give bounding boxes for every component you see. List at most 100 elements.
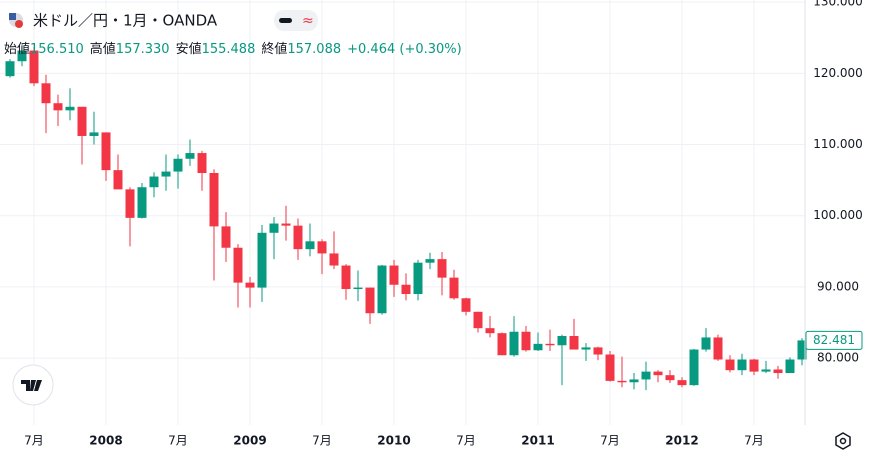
candle-body [317,241,327,254]
candle-body [605,354,615,381]
logo-mark [21,380,42,391]
settings-icon[interactable] [835,432,851,450]
last-price-label: 82.481 [813,333,855,347]
candle-body [569,336,579,350]
flag-icon [15,20,23,28]
ohlc-value: 157.088 [287,42,341,57]
candle-body [725,359,735,371]
candle-body [245,282,255,288]
candle-body [269,223,279,233]
candle-body [737,359,747,371]
settings-gear [839,437,847,445]
candle-body [677,380,687,386]
x-tick-label: 7月 [168,434,188,448]
compare-icon [279,18,292,23]
symbol-header: 米ドル／円・1月・OANDA ≈ 始値156.510 高値157.330 安値155… [4,10,462,57]
symbol-title[interactable]: 米ドル／円・1月・OANDA [33,12,218,30]
candle-body [713,337,723,360]
candle-body [641,371,651,380]
flag-icon [9,13,16,20]
candle-body [689,349,699,386]
candle-body [461,298,471,312]
candle-body [77,106,87,136]
ohlc-label: 始値 [4,41,30,57]
x-tick-label: 7月 [744,434,764,448]
candle-body [665,375,675,381]
candle-body [341,265,351,290]
candle-body [749,359,759,372]
candle-body [497,333,507,356]
candle-body [617,380,627,383]
candle-body [545,343,555,346]
candle-body [29,50,39,84]
ohlc-value: 156.510 [30,42,84,57]
candle-body [65,106,75,111]
candles [5,44,807,391]
candle-body [113,170,123,190]
candle-body [101,132,111,171]
logo[interactable] [12,364,54,406]
candle-body [197,153,207,173]
candle-body [377,265,387,314]
y-tick-label: 110.000 [813,137,863,151]
x-tick-label: 2012 [665,434,698,448]
candle-body [353,287,363,290]
candle-body [629,379,639,383]
candle-body [53,103,63,111]
candle-body [485,328,495,334]
candle-body [509,331,519,356]
x-tick-label: 7月 [312,434,332,448]
candle-body [305,241,315,250]
compare-icon: ≈ [302,13,314,29]
candle-body [413,262,423,295]
settings-gear [835,432,851,450]
ohlc-label: 安値 [176,41,202,57]
ohlc-label: 終値 [261,41,287,57]
change-value: +0.464 (+0.30%) [347,42,462,57]
candle-body [701,337,711,350]
candle-body [329,253,339,266]
candle-body [797,340,807,360]
candle-body [257,232,267,288]
candle-body [221,226,231,248]
last-price-box [805,330,863,350]
candle-body [785,359,795,374]
x-tick-label: 2008 [89,434,122,448]
x-tick-label: 2011 [521,434,554,448]
y-tick-label: 130.000 [813,0,863,9]
candle-body [185,153,195,159]
candle-body [293,225,303,250]
ohlc-row: 始値156.510 高値157.330 安値155.488 終値157.088 +0.4… [4,41,462,57]
y-tick-label: 100.000 [813,208,863,222]
candle-body [581,347,591,350]
x-tick-label: 7月 [600,434,620,448]
candle-body [365,287,375,314]
candle-body [137,187,147,218]
compare-pill[interactable] [274,10,318,31]
y-tick-label: 80.000 [817,351,859,365]
ohlc-value: 157.330 [116,42,170,57]
y-tick-label: 90.000 [817,279,859,293]
candle-body [761,369,771,372]
candle-body [521,331,531,351]
candle-body [653,371,663,376]
grid [0,0,805,425]
candle-body [161,171,171,177]
candle-body [281,223,291,226]
candle-body [149,176,159,188]
candle-body [437,259,447,278]
candle-body [389,265,399,285]
candle-body [89,132,99,136]
candle-body [533,343,543,351]
candle-body [17,50,27,62]
candle-body [425,259,435,263]
candle-body [209,172,219,227]
x-tick-label: 7月 [24,434,44,448]
candle-body [41,83,51,104]
candle-body [401,284,411,295]
candle-body [449,277,459,299]
x-tick-label: 7月 [456,434,476,448]
ohlc-value: 155.488 [202,42,256,57]
